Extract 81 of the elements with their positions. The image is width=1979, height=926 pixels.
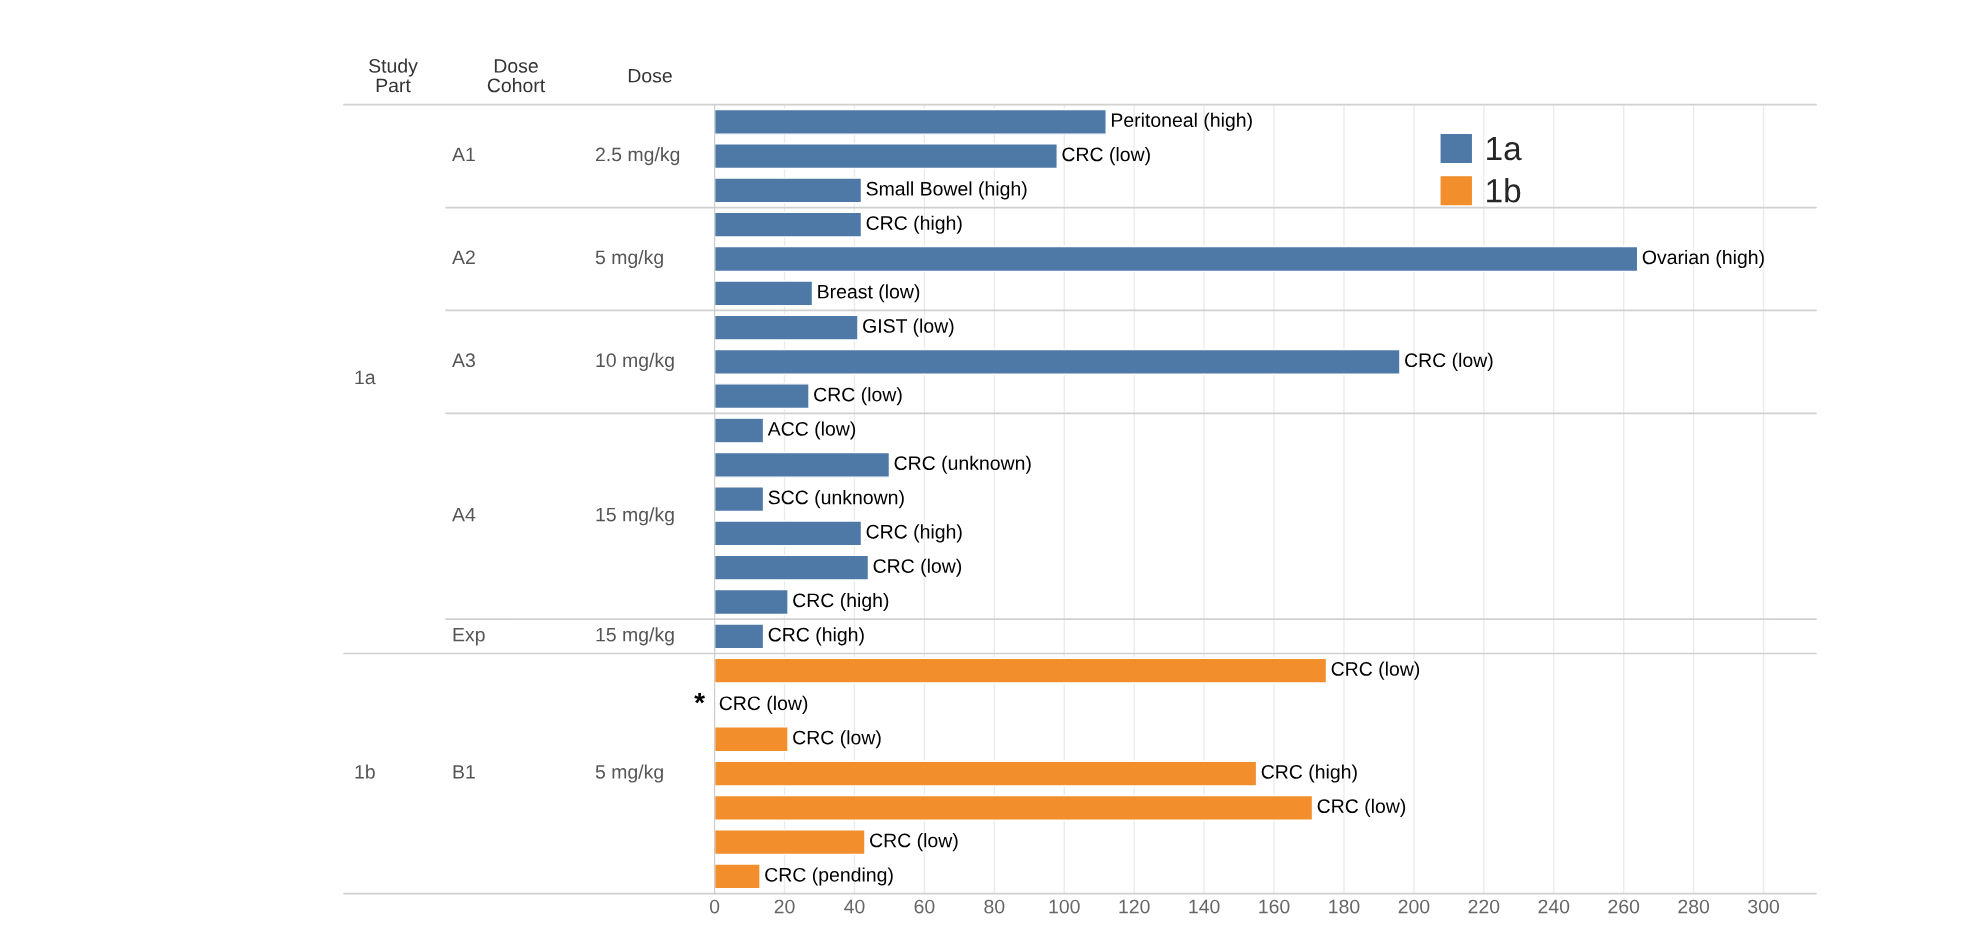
legend-label: 1a bbox=[1487, 137, 1522, 161]
data-label: Breast (low) bbox=[818, 284, 920, 303]
x-tick-label: 100 bbox=[1049, 899, 1080, 914]
data-label: CRC (low) bbox=[1331, 661, 1420, 680]
text: A1 bbox=[452, 147, 475, 162]
x-tick-label: 180 bbox=[1329, 899, 1360, 914]
text: 1a bbox=[355, 370, 376, 385]
legend-label: 1b bbox=[1487, 178, 1521, 203]
text: Dose bbox=[628, 68, 672, 83]
data-label: CRC (high) bbox=[793, 592, 889, 612]
text: 2.5 mg/kg bbox=[595, 147, 680, 166]
x-tick-label: 0 bbox=[709, 899, 720, 914]
text: Exp bbox=[453, 627, 485, 646]
x-tick-label: 160 bbox=[1259, 899, 1290, 914]
text: 5 mg/kg bbox=[595, 249, 663, 269]
text: Study Part bbox=[369, 58, 418, 93]
bar bbox=[714, 417, 765, 444]
data-label: CRC (unknown) bbox=[894, 455, 1031, 474]
bar bbox=[714, 520, 863, 547]
bar bbox=[714, 314, 859, 341]
bar bbox=[714, 211, 863, 238]
text: Dose Cohort bbox=[487, 59, 546, 93]
x-tick-label: 280 bbox=[1678, 899, 1710, 914]
data-label: Small Bowel (high) bbox=[866, 181, 1027, 200]
bar bbox=[714, 623, 765, 650]
data-label: CRC (high) bbox=[1261, 764, 1357, 783]
data-label: CRC (low) bbox=[873, 558, 962, 577]
data-label: SCC (unknown) bbox=[768, 490, 904, 509]
text: * bbox=[694, 693, 705, 704]
bar bbox=[714, 177, 863, 204]
data-label: CRC (high) bbox=[866, 215, 962, 234]
x-tick-label: 60 bbox=[914, 899, 935, 914]
bar bbox=[714, 829, 866, 856]
text: A2 bbox=[452, 250, 475, 265]
data-label: CRC (low) bbox=[814, 387, 902, 406]
text: B1 bbox=[453, 765, 475, 779]
x-tick-label: 200 bbox=[1398, 899, 1430, 914]
data-label: Ovarian (high) bbox=[1642, 249, 1764, 269]
data-label: GIST (low) bbox=[863, 318, 954, 337]
text: 5 mg/kg bbox=[595, 764, 663, 783]
x-tick-label: 80 bbox=[984, 899, 1005, 914]
x-tick-label: 40 bbox=[844, 899, 865, 914]
x-tick-label: 20 bbox=[774, 899, 795, 914]
bar bbox=[714, 760, 1258, 787]
bar bbox=[714, 451, 891, 478]
data-label: CRC (high) bbox=[768, 627, 864, 646]
bar bbox=[714, 863, 761, 890]
bar bbox=[714, 383, 810, 410]
data-label: CRC (high) bbox=[866, 524, 962, 543]
data-label: CRC (pending) bbox=[765, 867, 893, 886]
text: 15 mg/kg bbox=[596, 627, 674, 646]
x-tick-label: 220 bbox=[1468, 899, 1500, 914]
x-tick-label: 260 bbox=[1608, 899, 1640, 914]
x-tick-label: 240 bbox=[1538, 899, 1570, 914]
data-label: CRC (low) bbox=[1317, 798, 1406, 817]
bar bbox=[714, 245, 1639, 273]
data-label: Peritoneal (high) bbox=[1111, 112, 1252, 131]
bar bbox=[714, 657, 1328, 684]
x-tick-label: 300 bbox=[1748, 899, 1780, 914]
bar bbox=[714, 280, 814, 307]
bar bbox=[714, 486, 765, 513]
bar bbox=[714, 143, 1058, 170]
text: CRC (low) bbox=[719, 695, 808, 714]
data-label: CRC (low) bbox=[1062, 147, 1150, 166]
bar bbox=[714, 108, 1107, 135]
bar bbox=[714, 794, 1314, 821]
bar bbox=[714, 554, 870, 581]
data-label: CRC (low) bbox=[1405, 352, 1493, 371]
text: 1b bbox=[355, 764, 375, 779]
bar bbox=[714, 348, 1401, 375]
data-label: CRC (low) bbox=[870, 833, 958, 852]
data-label: CRC (low) bbox=[793, 730, 881, 749]
x-tick-label: 140 bbox=[1189, 899, 1220, 914]
x-tick-label: 120 bbox=[1119, 899, 1150, 914]
bar bbox=[714, 726, 789, 753]
text: 10 mg/kg bbox=[596, 352, 674, 371]
bar bbox=[714, 588, 789, 616]
data-label: ACC (low) bbox=[767, 421, 856, 440]
text: A4 bbox=[452, 507, 476, 522]
text: A3 bbox=[452, 353, 475, 368]
text: 15 mg/kg bbox=[596, 507, 674, 526]
